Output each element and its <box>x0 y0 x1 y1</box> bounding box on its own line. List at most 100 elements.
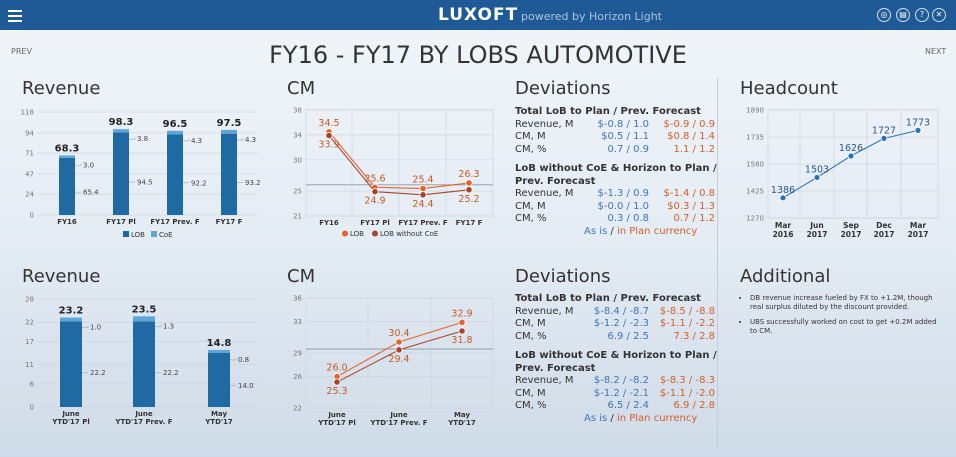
dev-label: CM, % <box>515 213 547 224</box>
dev-value-plan: 0.7 / 1.2 <box>673 213 715 224</box>
y-tick-label: 24 <box>25 191 34 199</box>
dev-value-asis: $-0.0 / 1.0 <box>597 200 649 212</box>
bar-lob <box>113 132 129 215</box>
data-point <box>419 184 427 193</box>
dev-value-plan: $0.8 / 1.4 <box>667 131 715 142</box>
x-tick-label: May <box>211 410 227 418</box>
lob-value-label: 22.2 <box>163 369 179 377</box>
page-title: FY16 - FY17 BY LOBS AUTOMOTIVE <box>269 41 687 69</box>
legend-swatch-lob <box>342 230 348 237</box>
dev-value-asis: $-1.2 / -2.3 <box>593 318 649 329</box>
y-tick-label: 1580 <box>746 161 764 169</box>
deviation-group-title-cont: Prev. Forecast <box>515 175 596 187</box>
dev-label: CM, M <box>515 387 546 399</box>
revenue-ytd-title: Revenue <box>22 266 101 287</box>
data-label: 1773 <box>906 117 930 128</box>
data-point <box>419 191 427 199</box>
deviation-group-title: LoB without CoE & Horizon to Plan / <box>515 350 717 361</box>
close-icon[interactable]: ✕ <box>932 8 946 22</box>
data-point <box>880 134 888 142</box>
dev-value-asis: $-1.2 / -2.1 <box>593 387 649 399</box>
data-point <box>395 338 403 346</box>
y-tick-label: 22 <box>293 405 302 413</box>
help-icon[interactable]: ? <box>915 8 929 22</box>
dev-value-plan: $-1.1 / -2.2 <box>659 318 715 329</box>
dev-value-asis: $-0.8 / 1.0 <box>597 118 649 130</box>
data-label: 1386 <box>771 185 795 196</box>
y-tick-label: 22 <box>25 319 34 327</box>
legend-sep: / <box>607 412 617 424</box>
data-label: 33.9 <box>318 140 339 151</box>
y-tick-label: 29 <box>293 350 302 358</box>
deviations-ytd-panel: Total LoB to Plan / Prev. Forecast Reven… <box>515 293 717 425</box>
x-tick-label: June <box>134 410 153 418</box>
legend-label: CoE <box>159 231 173 239</box>
revenue-title: Revenue <box>22 78 101 99</box>
y-tick-label: 25 <box>293 188 302 196</box>
currency-legend: As is / in Plan currency <box>584 226 717 239</box>
data-point <box>325 131 333 140</box>
brand-logo: LUXOFT <box>438 5 519 25</box>
hamburger-menu-icon[interactable] <box>8 7 22 23</box>
y-tick-label: 1890 <box>746 107 764 115</box>
data-label: 25.6 <box>364 173 385 184</box>
dev-value-plan: $-0.9 / 0.9 <box>663 118 715 130</box>
additional-title: Additional <box>740 266 831 287</box>
y-tick-label: 1425 <box>746 188 764 196</box>
zoom-icon[interactable]: ◎ <box>877 8 891 22</box>
headcount-chart: 1270 1425 1580 1735 1890 1386 1503 1626 1727 1773… <box>746 107 939 239</box>
column-divider <box>717 78 718 448</box>
bar-lob <box>133 321 155 407</box>
deviation-group-title-cont: Prev. Forecast <box>515 362 596 374</box>
dev-label: Revenue, M <box>515 375 574 386</box>
coe-leader <box>129 137 136 140</box>
prev-link[interactable]: PREV <box>11 47 32 56</box>
cm-fy-chart: 21 25 30 34 38 34.5 25.6 25.4 26.3 33.9 24.9 24.4 25… <box>293 107 494 238</box>
y-tick-label: 38 <box>293 107 302 115</box>
data-label: 34.5 <box>318 118 339 129</box>
data-point <box>465 186 473 194</box>
coe-leader <box>230 357 237 361</box>
dev-value-asis: 0.7 / 0.9 <box>607 143 649 155</box>
cm-ytd-chart: 222629333626.030.432.925.329.431.8JuneYT… <box>293 295 494 427</box>
dev-label: CM, % <box>515 143 547 155</box>
dev-value-plan: $-1.4 / 0.8 <box>663 188 715 199</box>
print-icon[interactable]: ▤ <box>896 8 910 22</box>
x-tick-label: 2017 <box>908 230 929 239</box>
total-label: 68.3 <box>55 143 80 154</box>
data-label: 25.4 <box>412 175 433 186</box>
legend-label: LOB <box>350 230 364 238</box>
data-label: 25.2 <box>458 194 479 205</box>
dev-label: Revenue, M <box>515 188 574 199</box>
data-point <box>458 318 466 326</box>
bar-coe <box>208 349 230 353</box>
x-tick-label: Mar <box>775 221 792 230</box>
data-label: 1503 <box>805 164 829 175</box>
bar-lob <box>221 133 237 215</box>
y-tick-label: 47 <box>25 170 34 178</box>
data-label: 24.9 <box>364 196 385 207</box>
dev-label: CM, M <box>515 318 546 329</box>
x-tick-label: FY17 Pl <box>106 218 136 226</box>
coe-value-label: 4.3 <box>191 137 202 145</box>
coe-value-label: 1.3 <box>163 322 174 330</box>
coe-value-label: 3.0 <box>83 161 94 169</box>
coe-value-label: 1.0 <box>90 324 101 332</box>
x-tick-label: YTD'17 Pl <box>317 419 356 427</box>
x-tick-label: YTD'17 Pl <box>51 418 90 426</box>
legend-swatch-lob-without-coe <box>372 230 378 237</box>
deviation-group-title: LoB without CoE & Horizon to Plan / <box>515 163 717 174</box>
x-tick-label: June <box>327 411 346 419</box>
dev-label: CM, M <box>515 200 546 212</box>
powered-by-text: powered by Horizon Light <box>521 10 662 23</box>
y-tick-label: 34 <box>293 131 302 139</box>
dev-value-plan: $-1.1 / -2.0 <box>659 387 715 399</box>
bar-coe <box>133 316 155 322</box>
series-line <box>328 131 470 190</box>
legend-sep: / <box>607 225 617 237</box>
dev-value-plan: 6.9 / 2.8 <box>673 400 715 411</box>
legend-swatch-lob <box>123 231 129 237</box>
dev-value-plan: $-8.3 / -8.3 <box>659 375 715 386</box>
data-point <box>333 378 341 386</box>
next-link[interactable]: NEXT <box>925 47 947 56</box>
